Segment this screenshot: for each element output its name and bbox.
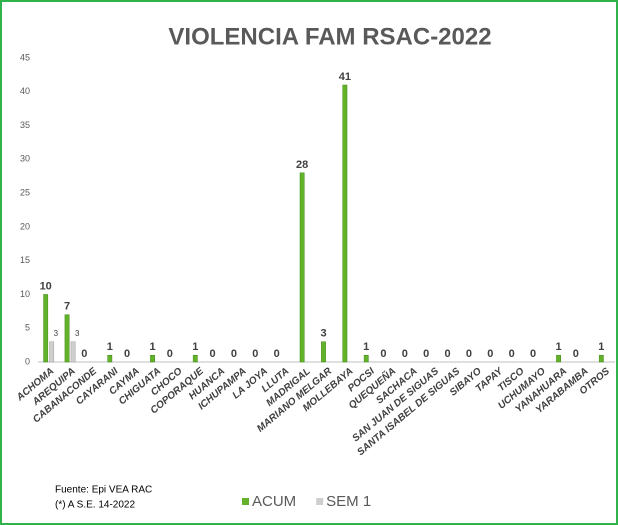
data-label: 0 [402,348,408,360]
data-label: 0 [423,348,429,360]
bar [150,354,155,363]
bar [64,314,70,363]
data-label: 0 [466,348,472,360]
data-label: 3 [54,329,59,338]
bar [192,354,198,363]
chart-title: VIOLENCIA FAM RSAC-2022 [168,23,491,50]
data-label: 0 [487,348,493,360]
y-tick-label: 20 [20,221,30,231]
bar [70,341,76,363]
bar [598,354,604,363]
data-label: 0 [252,348,258,360]
data-label: 0 [231,348,237,360]
data-label: 1 [598,341,604,353]
data-label: 0 [81,348,87,360]
footnote: Fuente: Epi VEA RAC [55,485,152,496]
data-label: 1 [192,341,198,353]
y-tick-label: 45 [20,52,30,62]
bar [363,354,369,363]
y-tick-label: 10 [20,289,30,299]
bar [321,341,326,363]
bar [299,172,305,363]
bar [342,84,348,363]
bar [43,294,49,363]
data-label: 1 [363,341,369,353]
bar [556,354,561,363]
data-label: 3 [320,328,326,340]
data-label: 3 [75,329,80,338]
data-label: 0 [124,348,130,360]
legend-label: ACUM [252,493,296,510]
y-tick-label: 40 [20,86,30,96]
data-label: 0 [573,348,579,360]
bar [49,341,55,363]
legend-label: SEM 1 [326,493,371,510]
data-label: 0 [380,348,386,360]
legend-swatch [316,498,324,505]
y-tick-label: 25 [20,187,30,197]
bar [107,354,113,363]
data-label: 0 [445,348,451,360]
y-tick-label: 0 [25,356,30,366]
data-label: 10 [40,280,52,292]
data-label: 0 [167,348,173,360]
data-label: 0 [509,348,515,360]
data-label: 7 [64,301,70,313]
data-label: 28 [296,159,308,171]
y-tick-label: 15 [20,255,30,265]
data-label: 0 [274,348,280,360]
data-label: 0 [530,348,536,360]
data-label: 0 [209,348,215,360]
y-tick-label: 30 [20,154,30,164]
data-label: 1 [556,341,562,353]
legend-swatch [242,498,249,505]
y-tick-label: 35 [20,120,30,130]
y-tick-label: 5 [25,323,30,333]
data-label: 41 [339,71,351,83]
data-label: 1 [107,341,113,353]
data-label: 1 [149,341,155,353]
footnote: (*) A S.E. 14-2022 [55,500,135,511]
